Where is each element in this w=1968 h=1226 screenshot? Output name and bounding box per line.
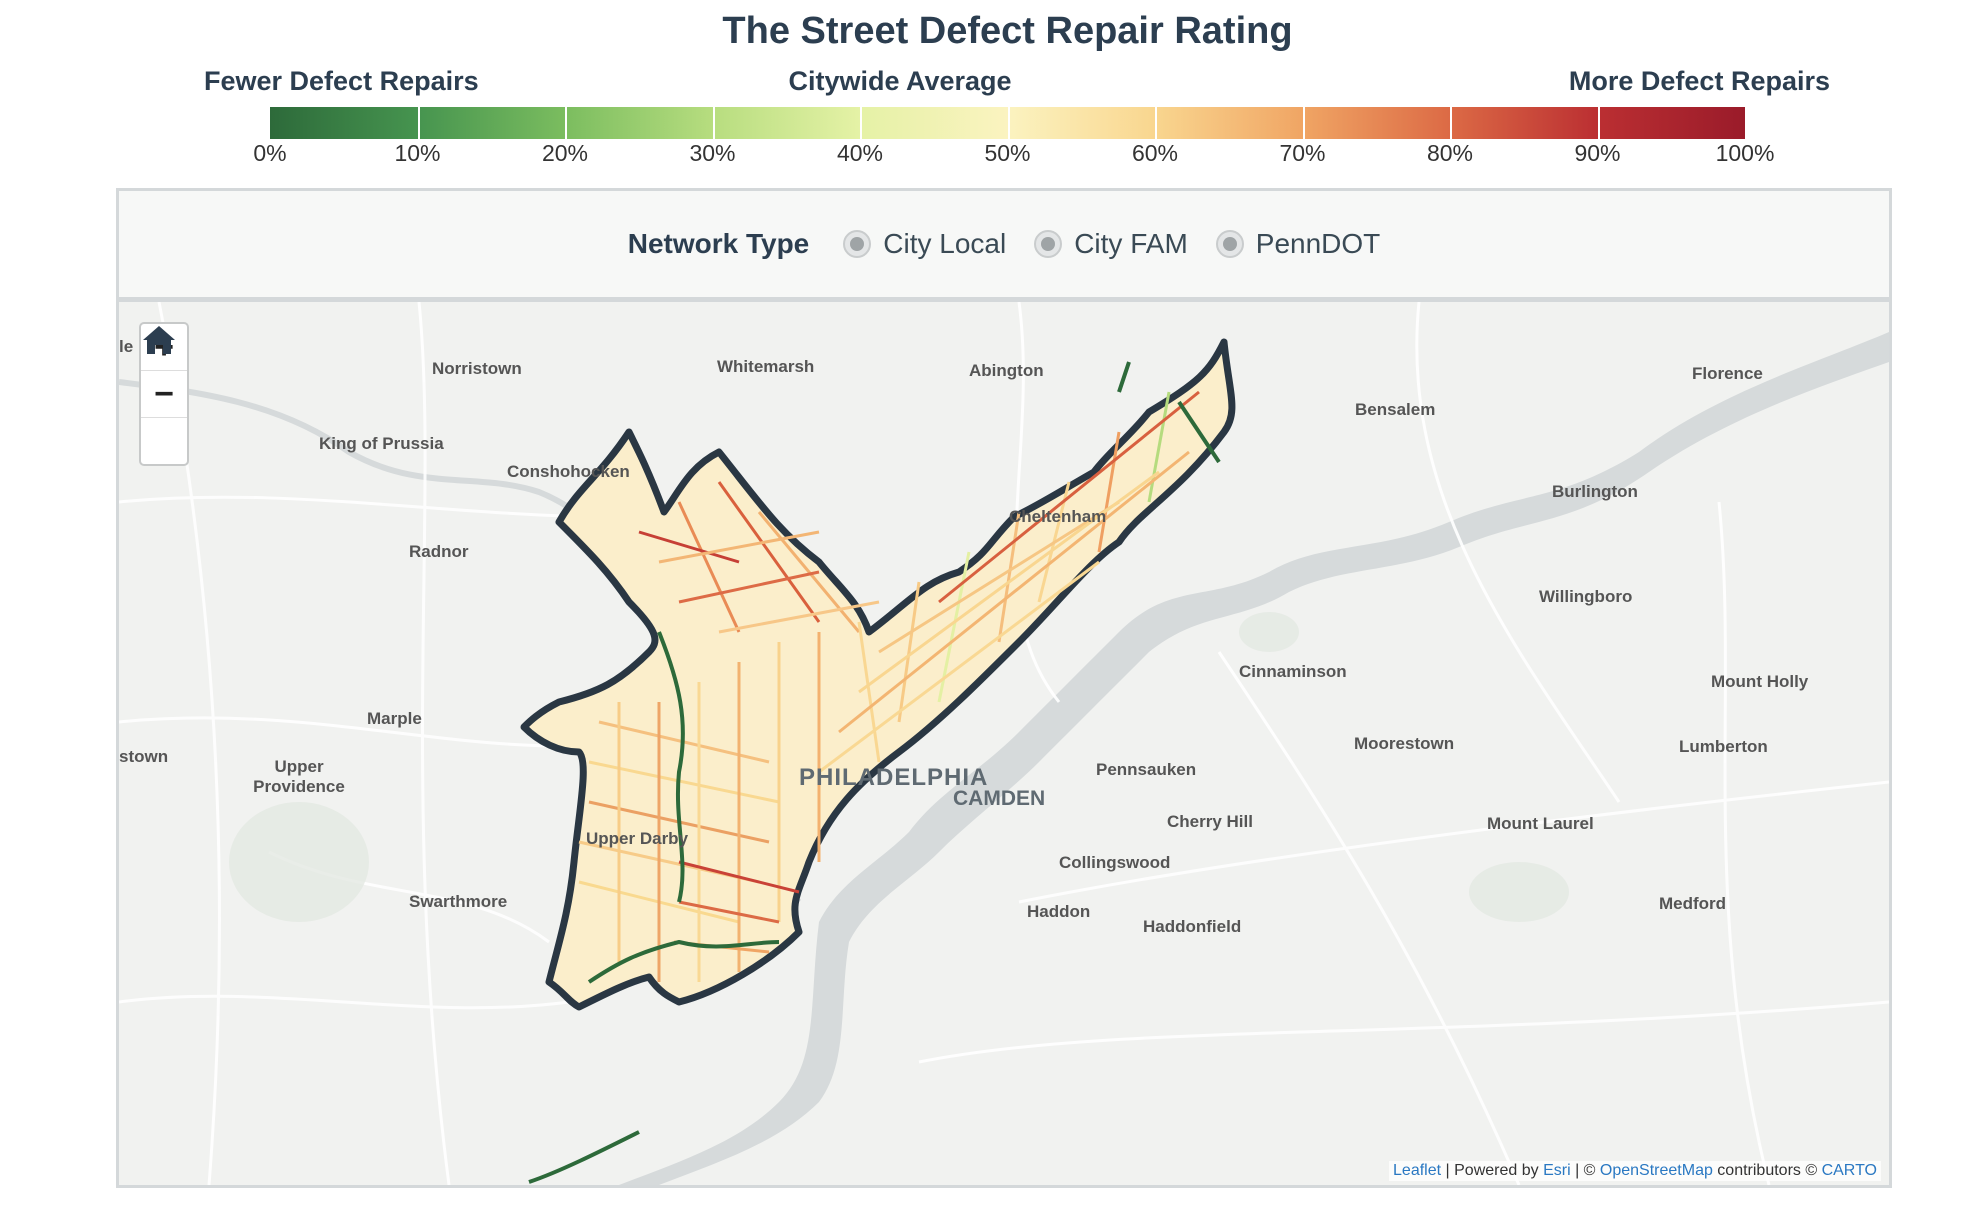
place-label: Norristown	[432, 359, 522, 378]
chart-title: The Street Defect Repair Rating	[722, 10, 1293, 52]
place-label: Haddonfield	[1143, 917, 1242, 936]
map-attribution: Leaflet | Powered by Esri | © OpenStreet…	[1389, 1161, 1881, 1181]
place-label: Conshohocken	[507, 462, 630, 481]
place-label: Pennsauken	[1096, 760, 1197, 779]
color-scale-tick-label: 80%	[1426, 140, 1474, 166]
place-label: Swarthmore	[409, 892, 508, 911]
attribution-text: | Powered by	[1441, 1162, 1544, 1179]
color-scale-tick-label: 90%	[1574, 140, 1621, 166]
place-label: Medford	[1659, 894, 1727, 913]
home-icon	[143, 326, 175, 354]
place-label: Mount Laurel	[1487, 814, 1594, 833]
radio-penndot[interactable]: PennDOT	[1215, 228, 1381, 260]
color-scale-ticks: 0% 10% 20% 30% 40% 50% 60% 70% 80% 90% 100%	[253, 140, 1774, 172]
place-label: Moorestown	[1354, 734, 1455, 753]
radio-label: PennDOT	[1255, 228, 1381, 259]
color-scale-divider	[860, 107, 862, 139]
color-scale-tick-label: 60%	[1131, 140, 1179, 166]
radio-button-icon[interactable]	[843, 230, 872, 258]
color-scale-tick-label: 30%	[689, 140, 736, 166]
color-scale-divider	[565, 107, 567, 139]
color-scale-tick-label: 40%	[836, 140, 884, 166]
home-button[interactable]	[141, 326, 187, 464]
color-scale-tick-label: 10%	[394, 140, 441, 166]
place-label: Cinnaminson	[1239, 662, 1347, 681]
network-type-filter: Network Type City Local City FAM PennDOT	[119, 191, 1889, 302]
place-label: Burlington	[1552, 482, 1638, 501]
color-scale-divider	[1450, 107, 1452, 139]
filter-title: Network Type	[627, 228, 810, 259]
radio-button-icon[interactable]	[1215, 230, 1244, 258]
legend-labels: Fewer Defect Repairs Citywide Average Mo…	[200, 66, 1830, 106]
radio-button-icon[interactable]	[1034, 230, 1063, 258]
color-scale-divider	[417, 107, 420, 139]
carto-link[interactable]: CARTO	[1821, 1162, 1877, 1179]
street-network	[578, 390, 1200, 982]
leaflet-link[interactable]: Leaflet	[1393, 1162, 1442, 1179]
zoom-control: + −	[139, 322, 189, 466]
place-label: King of Prussia	[319, 434, 444, 453]
legend-middle-label: Citywide Average	[788, 66, 1012, 96]
place-label: Willingboro	[1539, 587, 1633, 606]
place-label: Lumberton	[1679, 737, 1768, 756]
place-label: Abington	[969, 361, 1044, 380]
radio-label: City FAM	[1074, 228, 1188, 259]
place-label: Cheltenham	[1009, 507, 1107, 526]
place-label: Marple	[367, 709, 422, 728]
place-label: stown	[119, 747, 169, 766]
radio-label: City Local	[883, 228, 1007, 259]
color-scale-bar	[270, 107, 1745, 139]
esri-link[interactable]: Esri	[1543, 1162, 1571, 1179]
color-scale-tick-label: 70%	[1279, 140, 1326, 166]
place-label: Collingswood	[1059, 853, 1171, 872]
color-scale-tick-label: 50%	[984, 140, 1031, 166]
place-label: Cherry Hill	[1167, 812, 1253, 831]
attribution-text: contributors ©	[1712, 1162, 1822, 1179]
place-label: Whitemarsh	[717, 357, 815, 376]
color-scale-divider	[712, 107, 715, 139]
place-label: Haddon	[1027, 902, 1091, 921]
place-label: Bensalem	[1355, 400, 1436, 419]
place-label: Florence	[1692, 364, 1763, 383]
place-label: Mount Holly	[1711, 672, 1809, 691]
map-panel: Network Type City Local City FAM PennDOT	[116, 188, 1892, 1188]
place-label-city: CAMDEN	[953, 787, 1046, 810]
place-label-city: PHILADELPHIA	[799, 764, 989, 791]
osm-link[interactable]: OpenStreetMap	[1599, 1162, 1713, 1179]
place-label: Radnor	[409, 542, 469, 561]
color-scale-divider	[1007, 107, 1010, 139]
map-canvas[interactable]: Norristown Whitemarsh Abington Florence …	[119, 302, 1889, 1185]
zoom-out-button[interactable]: −	[141, 371, 187, 418]
color-scale-divider	[1155, 107, 1157, 139]
color-scale-tick-label: 0%	[253, 140, 287, 166]
color-scale-divider	[1302, 107, 1305, 139]
place-label: Upper Darby	[586, 829, 689, 848]
color-scale-tick-label: 100%	[1715, 140, 1775, 166]
radio-city-fam[interactable]: City FAM	[1034, 228, 1188, 260]
place-label: Upper Providence	[253, 757, 345, 796]
color-scale-tick-label: 20%	[541, 140, 589, 166]
place-label: le	[119, 337, 134, 356]
green-streets	[528, 361, 1221, 1184]
basemap-svg	[119, 302, 1889, 1185]
legend-right-label: More Defect Repairs	[1568, 66, 1830, 96]
color-scale-divider	[1597, 107, 1600, 139]
attribution-text: | ©	[1570, 1162, 1600, 1179]
green-areas	[229, 612, 1569, 922]
legend-left-label: Fewer Defect Repairs	[204, 66, 479, 96]
radio-city-local[interactable]: City Local	[843, 228, 1006, 260]
